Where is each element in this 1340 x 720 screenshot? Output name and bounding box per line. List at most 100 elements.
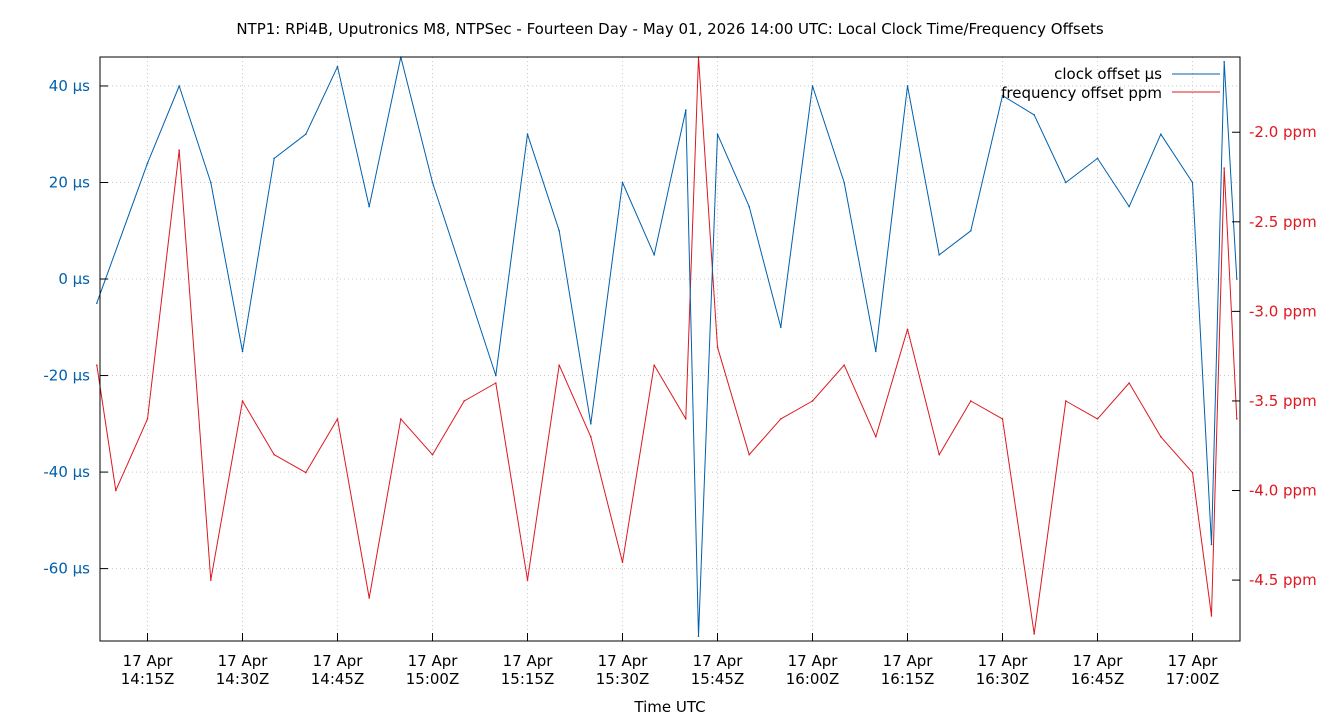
clock-offset-line-point <box>495 374 497 377</box>
y-right-tick-label: -3.5 ppm <box>1249 392 1317 410</box>
clock-offset-line-point <box>96 302 98 304</box>
clock-offset-line-point <box>463 278 465 280</box>
x-tick-time: 15:30Z <box>596 670 650 688</box>
x-tick-date: 17 Apr <box>1073 652 1124 670</box>
frequency-offset-line-point <box>1236 418 1238 420</box>
frequency-offset-line-point <box>875 435 877 438</box>
clock-offset-line-point <box>1001 94 1004 97</box>
y-right-tick-label: -2.0 ppm <box>1249 123 1317 141</box>
x-tick-date: 17 Apr <box>1168 652 1219 670</box>
clock-offset-line-point <box>1128 205 1130 208</box>
clock-offset-line-point <box>558 229 560 232</box>
y-left-tick-label: 40 µs <box>49 77 90 95</box>
x-tick-date: 17 Apr <box>503 652 554 670</box>
y-right-tick-label: -4.0 ppm <box>1249 482 1317 500</box>
grid-lines <box>100 57 1240 641</box>
clock-offset-line-point <box>273 157 275 160</box>
frequency-offset-line-point <box>336 418 339 420</box>
frequency-offset-line-point <box>780 418 782 420</box>
clock-offset-line-point <box>1096 157 1099 160</box>
legend-frequency-offset: frequency offset ppm <box>1001 84 1162 102</box>
clock-offset-line-point <box>305 133 307 136</box>
frequency-offset-line-point <box>96 364 98 366</box>
frequency-offset-line-point <box>970 400 972 402</box>
plot-frame <box>99 56 1241 642</box>
clock-offset-line-point <box>970 229 972 232</box>
chart-title: NTP1: RPi4B, Uputronics M8, NTPSec - Fou… <box>236 20 1104 38</box>
clock-offset-line-point <box>1065 181 1067 184</box>
x-tick-date: 17 Apr <box>123 652 174 670</box>
clock-offset-line-point <box>811 85 814 87</box>
clock-offset-line-point <box>1236 278 1238 280</box>
clock-offset-line-point <box>621 181 624 184</box>
clock-offset-line-point <box>1210 543 1213 546</box>
frequency-offset-line-point <box>241 400 244 402</box>
frequency-offset-line-point <box>305 471 307 474</box>
frequency-offset-line-point <box>1096 418 1099 420</box>
frequency-offset-line-point <box>1191 471 1194 474</box>
clock-offset-line-point <box>1191 181 1194 184</box>
frequency-offset-line-point <box>146 418 149 420</box>
clock-offset-line-point <box>1223 61 1225 63</box>
x-tick-time: 16:30Z <box>976 670 1030 688</box>
x-tick-time: 15:45Z <box>691 670 745 688</box>
y-left-tick-label: 0 µs <box>58 270 90 288</box>
frequency-offset-series <box>96 56 1238 635</box>
clock-offset-line-point <box>178 85 180 87</box>
x-tick-date: 17 Apr <box>598 652 649 670</box>
legend: clock offset µs frequency offset ppm <box>1001 65 1220 102</box>
frequency-offset-line-point <box>400 418 402 420</box>
frequency-offset-line-point <box>1128 382 1130 384</box>
x-tick-time: 16:15Z <box>881 670 935 688</box>
x-tick-date: 17 Apr <box>313 652 364 670</box>
frequency-offset-line-point <box>210 579 212 581</box>
x-tick-date: 17 Apr <box>408 652 459 670</box>
right-axis: -2.0 ppm -2.5 ppm -3.0 ppm -3.5 ppm -4.0 ppm… <box>1232 123 1317 589</box>
clock-offset-line-point <box>685 109 687 111</box>
frequency-offset-line-point <box>368 597 370 599</box>
clock-offset-line-point <box>241 350 244 353</box>
frequency-offset-line-point <box>938 453 940 456</box>
clock-offset-line-point <box>780 326 782 329</box>
x-tick-time: 15:00Z <box>406 670 460 688</box>
frequency-offset-line-point <box>653 364 655 366</box>
x-axis-label: Time UTC <box>633 698 705 716</box>
frequency-offset-line-point <box>431 453 434 456</box>
clock-offset-line-point <box>906 85 909 87</box>
frequency-offset-line-point <box>273 453 275 456</box>
clock-offset-line-point <box>653 254 655 256</box>
clock-offset-line-point <box>590 423 592 425</box>
clock-offset-line-point <box>210 181 212 184</box>
y-right-tick-label: -3.0 ppm <box>1249 302 1317 320</box>
frequency-offset-line-point <box>1033 633 1035 635</box>
x-tick-date: 17 Apr <box>788 652 839 670</box>
x-tick-time: 14:45Z <box>311 670 365 688</box>
clock-offset-line-point <box>716 133 719 136</box>
y-left-tick-label: 20 µs <box>49 173 90 191</box>
x-tick-date: 17 Apr <box>218 652 269 670</box>
clock-offset-line-point <box>146 162 149 164</box>
frequency-offset-line <box>96 56 1238 635</box>
clock-offset-line-point <box>1033 114 1035 116</box>
clock-offset-line-point <box>697 635 700 637</box>
x-tick-date: 17 Apr <box>978 652 1029 670</box>
frequency-offset-line-point <box>178 149 180 151</box>
x-tick-date: 17 Apr <box>883 652 934 670</box>
x-tick-time: 15:15Z <box>501 670 555 688</box>
frequency-offset-line-point <box>115 489 117 492</box>
clock-offset-series <box>96 56 1238 637</box>
frequency-offset-line-point <box>1223 167 1225 169</box>
clock-offset-line-point <box>431 181 434 184</box>
frequency-offset-line-point <box>1210 615 1213 617</box>
legend-clock-offset: clock offset µs <box>1054 65 1162 83</box>
frequency-offset-line-point <box>685 418 687 420</box>
left-axis: 40 µs 20 µs 0 µs -20 µs -40 µs -60 µs <box>43 77 108 578</box>
clock-offset-line-point <box>748 205 750 208</box>
frequency-offset-line-point <box>495 382 497 384</box>
clock-offset-line-point <box>368 205 370 208</box>
y-right-tick-label: -2.5 ppm <box>1249 213 1317 231</box>
x-tick-time: 16:45Z <box>1071 670 1125 688</box>
clock-offset-line-point <box>526 133 529 136</box>
frequency-offset-line-point <box>590 435 592 438</box>
